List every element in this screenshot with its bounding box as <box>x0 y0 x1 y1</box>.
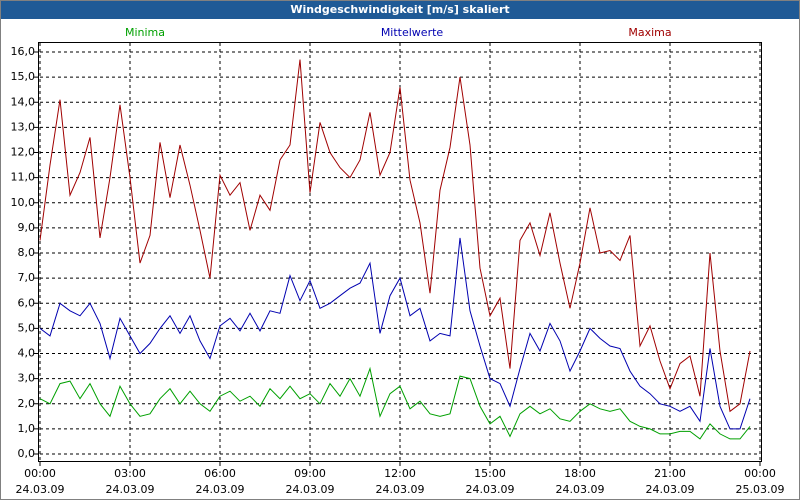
x-tick-label: 09:00 <box>294 467 326 480</box>
y-tick-label: 2,0 <box>18 397 36 410</box>
y-tick-label: 13,0 <box>11 120 36 133</box>
y-tick-label: 0,0 <box>18 447 36 460</box>
y-tick-label: 6,0 <box>18 296 36 309</box>
y-tick-label: 12,0 <box>11 146 36 159</box>
y-tick-label: 7,0 <box>18 271 36 284</box>
title-bar <box>1 1 799 19</box>
y-tick-label: 9,0 <box>18 221 36 234</box>
y-tick-label: 4,0 <box>18 347 36 360</box>
y-tick-label: 8,0 <box>18 246 36 259</box>
x-tick-label: 00:00 <box>24 467 56 480</box>
legend-label: Mittelwerte <box>381 26 444 39</box>
y-tick-label: 3,0 <box>18 372 36 385</box>
y-tick-label: 1,0 <box>18 422 36 435</box>
x-tick-date: 24.03.09 <box>106 483 155 496</box>
x-tick-label: 00:00 <box>744 467 776 480</box>
y-tick-label: 11,0 <box>11 171 36 184</box>
x-tick-label: 18:00 <box>564 467 596 480</box>
x-tick-label: 03:00 <box>114 467 146 480</box>
series-line <box>39 366 751 440</box>
y-tick-label: 10,0 <box>11 196 36 209</box>
chart-title: Windgeschwindigkeit [m/s] skaliert <box>290 3 509 16</box>
x-tick-label: 15:00 <box>474 467 506 480</box>
x-tick-label: 12:00 <box>384 467 416 480</box>
x-tick-date: 25.03.09 <box>736 483 785 496</box>
series-line <box>39 59 751 413</box>
y-tick-label: 15,0 <box>11 70 36 83</box>
y-tick-label: 14,0 <box>11 95 36 108</box>
x-tick-date: 24.03.09 <box>376 483 425 496</box>
x-tick-date: 24.03.09 <box>286 483 335 496</box>
legend-label: Maxima <box>628 26 671 39</box>
x-tick-date: 24.03.09 <box>196 483 245 496</box>
x-tick-date: 24.03.09 <box>16 483 65 496</box>
legend-label: Minima <box>125 26 165 39</box>
x-tick-date: 24.03.09 <box>466 483 515 496</box>
x-tick-date: 24.03.09 <box>556 483 605 496</box>
x-tick-label: 21:00 <box>654 467 686 480</box>
x-tick-label: 06:00 <box>204 467 236 480</box>
x-tick-date: 24.03.09 <box>646 483 695 496</box>
series-line <box>39 237 751 430</box>
y-tick-label: 5,0 <box>18 321 36 334</box>
y-tick-label: 16,0 <box>11 45 36 58</box>
